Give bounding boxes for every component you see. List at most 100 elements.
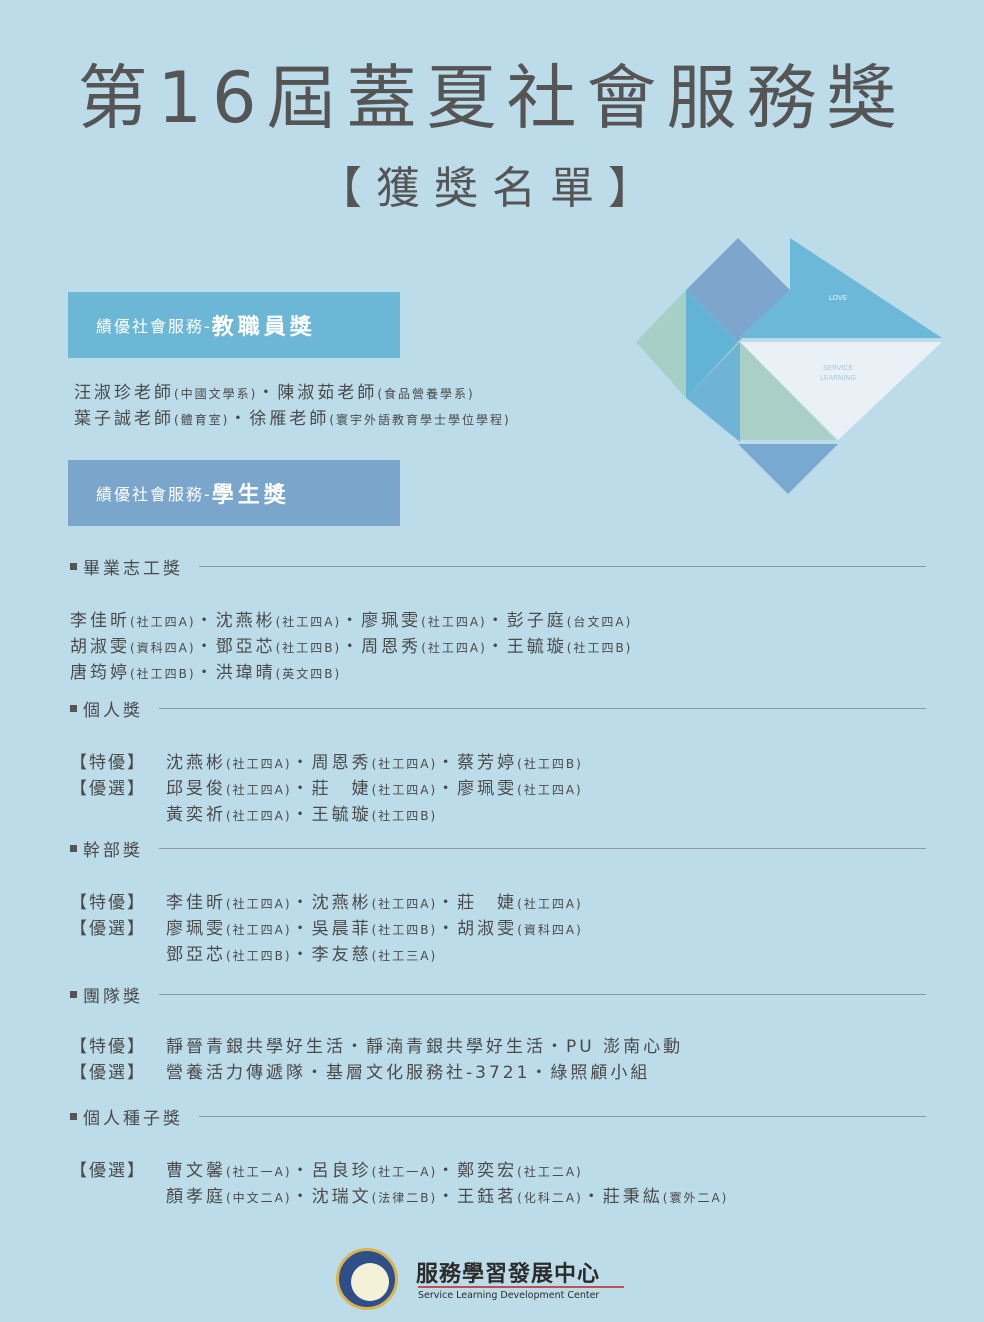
- award-level-tag: 【優選】: [70, 1161, 146, 1181]
- awardee-dept: (社工四B): [517, 757, 583, 771]
- awardee-dept: (體育室): [174, 413, 230, 427]
- awardee-dept: (社工四A): [226, 757, 292, 771]
- awardee-dept: (資科四A): [130, 641, 196, 655]
- awardee-name: ・徐雁老師: [229, 409, 330, 429]
- awardee-dept: (社工四B): [566, 641, 633, 655]
- award-level-tag: 【優選】: [70, 779, 146, 799]
- awardee-name: 邱旻俊: [166, 779, 226, 799]
- awardee-dept: (社工四A): [226, 809, 292, 823]
- section-heading: 幹部獎: [70, 838, 926, 861]
- emblem-icon: [336, 1248, 398, 1310]
- awardee-row: 顏孝庭(中文二A)・沈瑞文(法律二B)・王鈺茗(化科二A)・莊秉紘(寰外二A): [70, 1182, 728, 1207]
- love-label: LOVE: [829, 294, 847, 302]
- awardee-name: 顏孝庭: [166, 1187, 226, 1207]
- awardee-name: 曹文馨: [166, 1161, 226, 1181]
- awardee-name: ・彭子庭: [486, 611, 567, 631]
- awardee-row: 【特優】 沈燕彬(社工四A)・周恩秀(社工四A)・蔡芳婷(社工四B): [70, 748, 583, 773]
- awardee-name: 胡淑雯: [70, 637, 130, 657]
- awardee-row: 【優選】 廖珮雯(社工四A)・吳晨菲(社工四B)・胡淑雯(資科四A): [70, 914, 583, 939]
- awardee-dept: (法律二B): [371, 1191, 438, 1205]
- awardee-name: ・周恩秀: [291, 753, 372, 773]
- awardee-row: 【優選】 邱旻俊(社工四A)・莊 婕(社工四A)・廖珮雯(社工四A): [70, 774, 583, 799]
- awardee-dept: (社工一A): [226, 1165, 292, 1179]
- awardee-row: 【特優】 李佳昕(社工四A)・沈燕彬(社工四A)・莊 婕(社工四A): [70, 888, 583, 913]
- awardee-name: ・王鈺茗: [437, 1187, 518, 1207]
- bullet-square-icon: [70, 562, 77, 570]
- awardee-name: ・鄧亞芯: [195, 637, 276, 657]
- awardee-dept: (社工四A): [421, 615, 487, 629]
- awardee-dept: (台文四A): [566, 615, 633, 629]
- awardee-dept: (化科二A): [517, 1191, 583, 1205]
- section-divider: [159, 847, 926, 849]
- awardee-name: ・陳淑茹老師: [257, 383, 378, 403]
- staff-awardee-line: 汪淑珍老師(中國文學系)・陳淑茹老師(食品營養學系): [74, 378, 475, 403]
- section-heading-label: 個人種子獎: [83, 1108, 183, 1129]
- awardee-name: ・廖珮雯: [437, 779, 518, 799]
- awardee-dept: (寰宇外語教育學士學位學程): [329, 413, 511, 427]
- awardee-name: ・鄭奕宏: [437, 1161, 518, 1181]
- awardee-dept: (社工四A): [226, 923, 292, 937]
- section-divider: [199, 1115, 926, 1117]
- heart-graphic: LOVE SERVICE LEARNING: [636, 238, 942, 494]
- awardee-row: 【特優】 靜晉青銀共學好生活・靜湳青銀共學好生活・PU 澎南心動: [70, 1032, 683, 1057]
- section-divider: [159, 993, 926, 995]
- awardee-name: 沈燕彬: [166, 753, 226, 773]
- center-name-en: Service Learning Development Center: [418, 1290, 600, 1301]
- footer-logo: 服務學習發展中心 Service Learning Development Ce…: [336, 1248, 636, 1310]
- awardee-name: ・呂良珍: [291, 1161, 372, 1181]
- awardee-name: ・王毓璇: [486, 637, 567, 657]
- bullet-square-icon: [70, 990, 77, 998]
- awardee-name: 李佳昕: [70, 611, 130, 631]
- award-level-tag: 【特優】: [70, 893, 146, 913]
- awardee-dept: (社工四A): [226, 897, 292, 911]
- awardee-row: 鄧亞芯(社工四B)・李友慈(社工三A): [70, 940, 437, 965]
- student-banner: 績優社會服務- 學生獎: [68, 460, 400, 526]
- awardee-dept: (資科四A): [517, 923, 583, 937]
- awardee-dept: (社工二A): [517, 1165, 583, 1179]
- awardee-name: 葉子誠老師: [74, 409, 174, 429]
- bullet-square-icon: [70, 844, 77, 852]
- awardee-dept: (社工四B): [226, 949, 292, 963]
- awardee-dept: (食品營養學系): [377, 387, 475, 401]
- awardee-dept: (社工四A): [517, 783, 583, 797]
- awardee-name: ・王毓璇: [291, 805, 372, 825]
- awardee-name: ・洪瑋晴: [195, 663, 276, 683]
- awardee-name: ・沈燕彬: [291, 893, 372, 913]
- bullet-square-icon: [70, 704, 77, 712]
- awardee-name: 唐筠婷: [70, 663, 130, 683]
- learning-label: LEARNING: [820, 374, 856, 382]
- awardee-row: 【優選】 營養活力傳遞隊・基層文化服務社-3721・綠照顧小組: [70, 1058, 650, 1083]
- awardee-row: 【優選】 曹文馨(社工一A)・呂良珍(社工一A)・鄭奕宏(社工二A): [70, 1156, 583, 1181]
- awardee-dept: (社工四B): [130, 667, 196, 681]
- awardee-name: 李佳昕: [166, 893, 226, 913]
- section-divider: [199, 565, 926, 567]
- awardee-name: ・胡淑雯: [437, 919, 518, 939]
- awardee-name: 黃奕祈: [166, 805, 226, 825]
- awardee-name: 靜晉青銀共學好生活・靜湳青銀共學好生活・PU 澎南心動: [166, 1037, 684, 1057]
- awardee-dept: (社工三A): [371, 949, 438, 963]
- awardee-name: 廖珮雯: [166, 919, 226, 939]
- section-divider: [159, 707, 926, 709]
- staff-banner: 績優社會服務- 教職員獎: [68, 292, 400, 358]
- section-heading-label: 幹部獎: [83, 840, 143, 861]
- awardee-dept: (社工四A): [226, 783, 292, 797]
- awardee-name: ・廖珮雯: [341, 611, 422, 631]
- bullet-square-icon: [70, 1112, 77, 1120]
- awardee-dept: (社工四B): [371, 923, 438, 937]
- awardee-dept: (社工一A): [371, 1165, 438, 1179]
- award-level-tag: 【優選】: [70, 919, 146, 939]
- page-title: 第16屆蓋夏社會服務獎: [77, 57, 907, 139]
- section-heading: 團隊獎: [70, 984, 926, 1007]
- awardee-name: ・沈燕彬: [195, 611, 276, 631]
- awardee-name: ・李友慈: [291, 945, 372, 965]
- awardee-name: 汪淑珍老師: [74, 383, 174, 403]
- awardee-dept: (中國文學系): [174, 387, 258, 401]
- awardee-dept: (社工四A): [275, 615, 342, 629]
- awardee-dept: (英文四B): [275, 667, 342, 681]
- awardee-dept: (社工四A): [371, 783, 438, 797]
- page-subtitle: 【獲獎名單】: [318, 163, 666, 214]
- awardee-name: ・蔡芳婷: [437, 753, 518, 773]
- awardee-name: 營養活力傳遞隊・基層文化服務社-3721・綠照顧小組: [166, 1063, 651, 1083]
- awardee-dept: (社工四A): [371, 757, 438, 771]
- section-heading: 個人種子獎: [70, 1106, 926, 1129]
